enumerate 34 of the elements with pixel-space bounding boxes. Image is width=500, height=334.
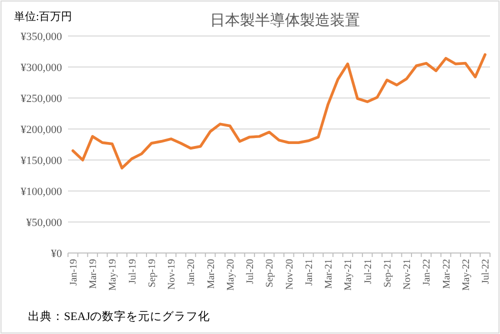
y-tick-label: ¥250,000	[20, 93, 62, 105]
x-tick-label: Jul-21	[362, 259, 374, 284]
x-tick-label: Nov-21	[402, 259, 414, 290]
y-tick-label: ¥200,000	[20, 124, 62, 136]
x-tick-label: Jan-19	[68, 259, 80, 286]
line-series	[72, 53, 486, 170]
y-tick-label: ¥0	[51, 248, 62, 260]
x-tick-label: Mar-20	[206, 259, 217, 289]
source-note: 出典：SEAJの数字を元にグラフ化	[28, 309, 210, 323]
x-tick-label: May-19	[108, 259, 119, 291]
x-tick-label: Jan-22	[422, 259, 433, 286]
x-tick-label: Sep-21	[382, 259, 394, 288]
x-tick-label: May-20	[225, 259, 236, 291]
x-tick-label: Jan-21	[304, 259, 315, 286]
y-tick-label: ¥100,000	[20, 186, 62, 198]
x-tick-label: Jul-20	[245, 259, 256, 284]
x-tick-label: Jul-19	[127, 259, 138, 284]
x-tick-label: Nov-19	[166, 259, 178, 290]
x-tick-label: May-22	[460, 259, 472, 291]
x-tick-label: Sep-20	[264, 259, 276, 288]
x-tick-label: Sep-19	[146, 259, 158, 288]
x-tick-label: Jul-22	[480, 259, 492, 284]
y-tick-label: ¥150,000	[20, 155, 62, 167]
x-tick-label: Jan-20	[186, 259, 198, 286]
y-tick-label: ¥50,000	[26, 217, 62, 229]
chart-title: 日本製半導体製造装置	[210, 12, 360, 29]
x-tick-label: Nov-20	[284, 259, 296, 290]
y-axis-title: 単位:百万円	[14, 11, 72, 23]
y-tick-label: ¥350,000	[20, 31, 62, 43]
y-tick-label: ¥300,000	[20, 62, 62, 74]
x-tick-label: Mar-22	[441, 259, 452, 289]
x-tick-label: May-21	[343, 259, 354, 291]
x-tick-label: Mar-21	[324, 259, 335, 289]
x-tick-label: Mar-19	[88, 259, 100, 289]
